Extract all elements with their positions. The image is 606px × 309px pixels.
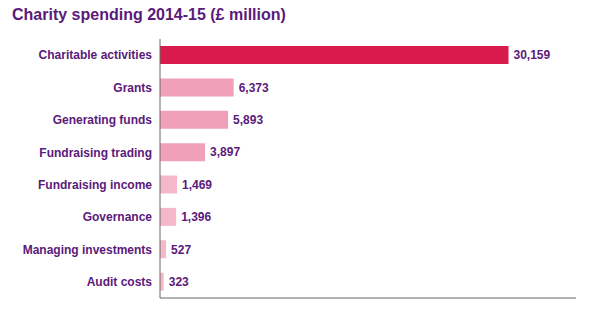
svg-text:323: 323 <box>169 275 189 289</box>
svg-text:1,396: 1,396 <box>181 210 211 224</box>
html-text:Charity spending 2014-15 (£ mi: Charity spending 2014-15 (£ million) <box>12 6 286 23</box>
svg-text:Audit costs: Audit costs <box>87 275 153 289</box>
svg-text:Grants: Grants <box>113 81 152 95</box>
svg-text:Managing investments: Managing investments <box>23 243 153 257</box>
svg-text:Generating funds: Generating funds <box>53 113 153 127</box>
svg-text:527: 527 <box>171 243 191 257</box>
svg-text:Fundraising income: Fundraising income <box>38 178 152 192</box>
svg-text:Governance: Governance <box>83 210 153 224</box>
svg-text:6,373: 6,373 <box>239 81 269 95</box>
svg-text:Charitable activities: Charitable activities <box>39 48 153 62</box>
svg-text:Fundraising trading: Fundraising trading <box>39 146 152 160</box>
svg-text:30,159: 30,159 <box>514 48 551 62</box>
svg-text:1,469: 1,469 <box>182 178 212 192</box>
svg-text:5,893: 5,893 <box>233 113 263 127</box>
svg-text:3,897: 3,897 <box>210 145 240 159</box>
